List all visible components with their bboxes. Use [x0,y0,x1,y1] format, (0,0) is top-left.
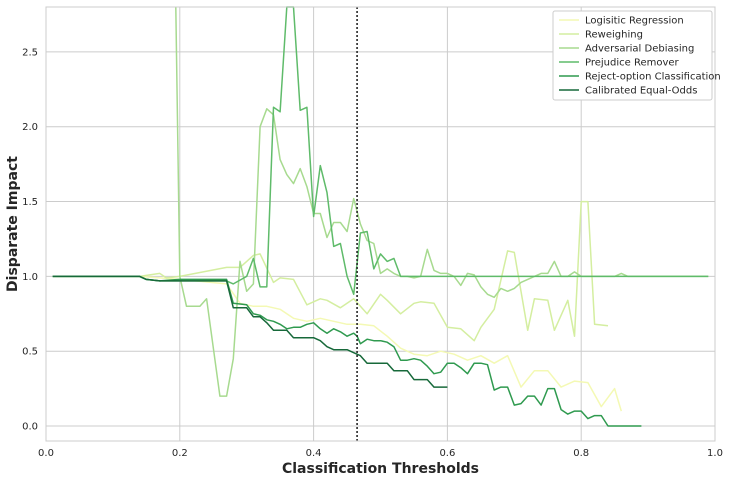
y-tick-label: 1.0 [22,272,38,283]
x-tick-labels: 0.0 0.2 0.4 0.6 0.8 1.0 [38,448,723,459]
x-axis-label: Classification Thresholds [282,461,479,477]
x-tick-label: 0.6 [439,448,455,459]
series-lines [52,6,709,427]
legend-label: Adversarial Debiasing [585,44,694,55]
x-tick-label: 1.0 [707,448,723,459]
legend-label: Logisitic Regression [585,16,684,27]
x-tick-label: 0.0 [38,448,54,459]
series-line-4 [52,6,709,296]
x-tick-label: 0.2 [172,448,188,459]
series-line-2 [52,200,609,342]
series-line-1 [52,275,623,412]
y-tick-label: 0.5 [22,347,38,358]
legend-label: Reject-option Classification [585,72,721,83]
series-line-5 [52,275,642,427]
y-tick-labels: 0.0 0.5 1.0 1.5 2.0 2.5 [22,47,38,432]
legend-label: Calibrated Equal-Odds [585,86,697,97]
y-tick-label: 1.5 [22,197,38,208]
legend: Logisitic Regression Reweighing Adversaria… [552,10,721,101]
x-tick-label: 0.8 [573,448,589,459]
legend-box [552,10,713,101]
plot-frame [45,6,716,442]
y-tick-label: 2.0 [22,122,38,133]
grid-lines [45,7,716,441]
y-axis-label: Disparate Impact [5,156,21,292]
legend-label: Reweighing [585,30,643,41]
y-tick-label: 0.0 [22,422,38,433]
y-tick-label: 2.5 [22,47,38,58]
legend-label: Prejudice Remover [585,58,680,69]
series-line-6 [52,275,448,388]
x-tick-label: 0.4 [306,448,322,459]
